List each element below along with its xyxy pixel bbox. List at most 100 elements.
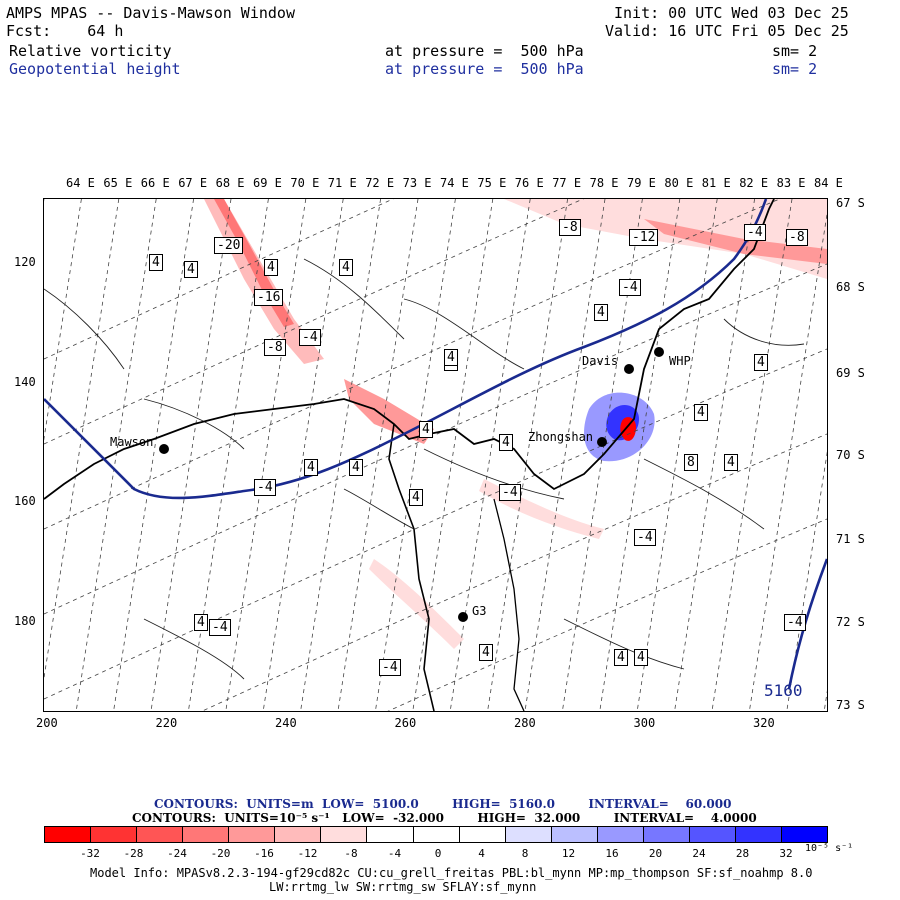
longitude-label: 68 E [215, 176, 245, 190]
meridian-line [412, 199, 494, 711]
meridian-line [188, 199, 269, 711]
colorbar-swatch [505, 827, 552, 842]
contour-value-label: -4 [499, 484, 521, 501]
colorbar-tick: -28 [123, 847, 144, 860]
station-mawson-label: Mawson [110, 435, 154, 449]
meridian-line [113, 199, 194, 711]
latitude-label: 72 S [836, 615, 865, 629]
colorbar-swatch [735, 827, 782, 842]
valid-time: Valid: 16 UTC Fri 05 Dec 25 [605, 22, 849, 40]
colorbar-swatch [275, 827, 322, 842]
contour-value-label: -4 [619, 279, 641, 296]
longitude-label: 71 E [327, 176, 357, 190]
contour-value-label: -16 [254, 289, 284, 306]
longitude-label: 74 E [440, 176, 469, 190]
height-contour-label: 5160 [764, 681, 803, 700]
meridian-line [487, 199, 568, 711]
meridian-line [599, 199, 681, 711]
geopotential-height-contour-se [787, 558, 827, 690]
colorbar-swatch [91, 827, 138, 842]
contour-value-label: -4 [209, 619, 231, 636]
contour-value-label: 4 [349, 459, 363, 476]
latitude-label: 71 S [836, 532, 865, 546]
station-whp-label: WHP [669, 354, 691, 368]
negative-vorticity-center [344, 379, 434, 444]
contour-value-label: 4 [184, 261, 198, 278]
x-tick-label: 320 [753, 716, 775, 730]
longitude-label: 77 E [552, 176, 582, 190]
contour-value-label: 4 [149, 254, 163, 271]
plot-title: AMPS MPAS -- Davis-Mawson Window [6, 4, 295, 22]
longitude-label: 76 E [514, 176, 544, 190]
colorbar-swatch [183, 827, 230, 842]
longitude-label: 72 E [365, 176, 395, 190]
parallel-line [44, 348, 827, 700]
colorbar-tick: -12 [297, 847, 318, 860]
meridian-line [375, 199, 456, 711]
longitude-label: 79 E [627, 176, 656, 190]
meridian-line [711, 199, 793, 711]
meridian-line [262, 199, 344, 711]
colorbar-swatch [551, 827, 598, 842]
parallel-line [201, 433, 827, 711]
meridian-line [636, 199, 718, 711]
contour-value-label: 4 [499, 434, 513, 451]
contour-value-label: 4 [694, 404, 708, 421]
y-tick-label: 160 [14, 494, 36, 508]
meridian-line [786, 451, 827, 711]
colorbar-swatch [643, 827, 690, 842]
longitude-label: 82 E [739, 176, 769, 190]
contour-value-label: 4 [264, 259, 278, 276]
field1-smooth: sm= 2 [772, 42, 818, 60]
contour-value-label: -4 [299, 329, 321, 346]
parallel-line [44, 263, 827, 615]
colorbar-tick: 12 [561, 847, 576, 860]
longitude-label: 65 E [103, 176, 133, 190]
negative-vorticity-south-east [479, 479, 604, 539]
geopotential-height-contour [44, 199, 768, 500]
station-davis-marker [624, 364, 634, 374]
contour-value-label: 4 [754, 354, 768, 371]
field2-name: Geopotential height [9, 60, 181, 78]
colorbar-swatch [45, 827, 92, 842]
x-tick-label: 220 [155, 716, 178, 730]
init-time: Init: 00 UTC Wed 03 Dec 25 [614, 4, 849, 22]
colorbar-tick: -16 [254, 847, 274, 860]
contour-value-label: 4 [409, 489, 423, 506]
longitude-label: 66 E [140, 176, 170, 190]
colorbar-swatch [367, 827, 414, 842]
latitude-label: 69 S [836, 366, 865, 380]
colorbar-tick: -8 [344, 847, 358, 860]
map-canvas [44, 199, 827, 711]
contour-value-label: -4 [784, 614, 806, 631]
meridian-line [150, 199, 232, 711]
colorbar-swatch [321, 827, 368, 842]
x-tick-label: 200 [36, 716, 58, 730]
contour-value-label: 4 [634, 649, 648, 666]
meridian-line [674, 199, 755, 711]
field1-name: Relative vorticity [9, 42, 172, 60]
colorbar-tick: 0 [434, 847, 442, 860]
longitude-label: 84 E [814, 176, 843, 190]
y-tick-label: 120 [14, 255, 36, 269]
ice-front-east [493, 498, 525, 711]
model-info-line2: LW:rrtmg_lw SW:rrtmg_sw SFLAY:sf_mynn [269, 880, 537, 894]
x-tick-label: 260 [394, 716, 417, 730]
contour-value-label: 4 [479, 644, 493, 661]
field1-level: at pressure = 500 hPa [385, 42, 584, 60]
vorticity-shading [204, 199, 827, 649]
station-zhongshan-label: Zhongshan [528, 430, 594, 444]
contour-value-label: -8 [264, 339, 286, 356]
longitude-label: 73 E [402, 176, 432, 190]
y-tick-label: 180 [14, 613, 36, 628]
negative-vorticity-peak [620, 417, 636, 441]
negative-vorticity-core-north [644, 219, 827, 264]
y-tick-label: 140 [14, 374, 36, 389]
longitude-label: 67 E [178, 176, 208, 190]
colorbar-tick: 32 [779, 847, 793, 860]
meridian-line [449, 199, 531, 711]
colorbar-swatch [689, 827, 736, 842]
colorbar-tick: -32 [80, 847, 100, 860]
colorbar-swatch [597, 827, 644, 842]
field2-smooth: sm= 2 [772, 60, 818, 78]
